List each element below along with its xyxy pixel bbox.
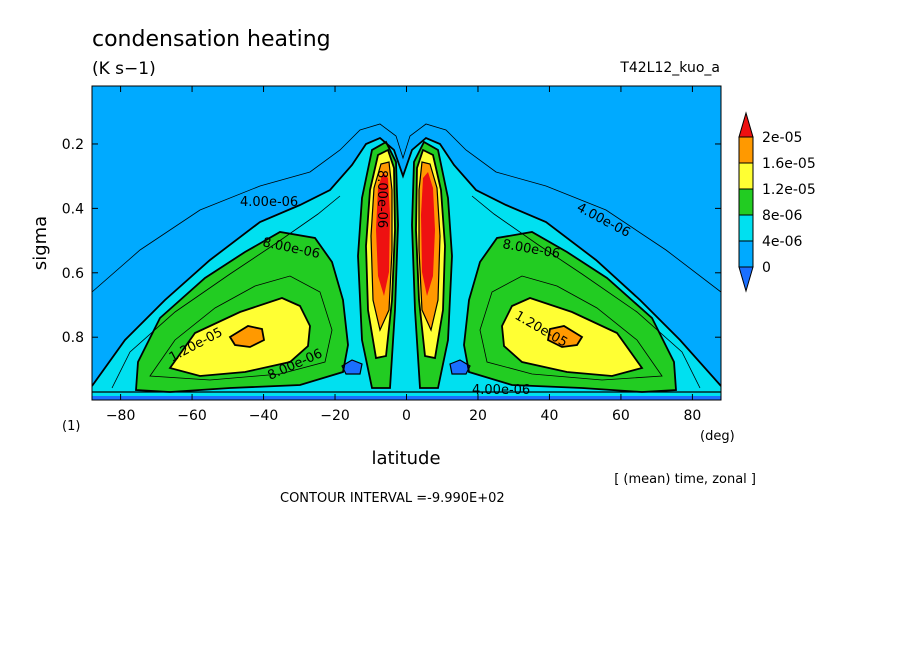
band-over-2e-05-eq-right bbox=[421, 172, 435, 296]
colorbar-segment bbox=[738, 136, 754, 164]
x-tick-label: −60 bbox=[177, 408, 207, 424]
colorbar-segment bbox=[738, 214, 754, 242]
x-tick-label: −40 bbox=[249, 408, 279, 424]
colorbar-label: 4e-06 bbox=[762, 234, 802, 250]
x-tick-label: 20 bbox=[469, 408, 487, 424]
y-tick-label: 0.8 bbox=[62, 330, 84, 346]
contour-label: 4.00e-06 bbox=[472, 383, 530, 398]
colorbar-segment bbox=[738, 240, 754, 268]
colorbar-label: 1.6e-05 bbox=[762, 156, 816, 172]
colorbar-under-arrow bbox=[738, 266, 754, 293]
contour-label: 8.00e-06 bbox=[374, 170, 389, 228]
chart-title: condensation heating bbox=[92, 27, 331, 52]
colorbar-label: 1.2e-05 bbox=[762, 182, 816, 198]
band-1.6e-05-2e-05-left bbox=[230, 326, 264, 347]
contour-interval: CONTOUR INTERVAL =-9.990E+02 bbox=[280, 491, 505, 506]
run-id: T42L12_kuo_a bbox=[619, 60, 720, 76]
colorbar-label: 2e-05 bbox=[762, 130, 802, 146]
y-tick-label: 0.4 bbox=[62, 201, 84, 217]
band-over-2e-05-eq-left bbox=[376, 172, 390, 296]
colorbar-label: 0 bbox=[762, 260, 771, 276]
x-tick-label: 60 bbox=[612, 408, 630, 424]
colorbar-label: 8e-06 bbox=[762, 208, 802, 224]
colorbar-over-arrow bbox=[738, 111, 754, 138]
contour-label: 4.00e-06 bbox=[240, 195, 298, 210]
chart-units: (K s−1) bbox=[92, 59, 156, 79]
x-tick-label: 80 bbox=[683, 408, 701, 424]
x-tick-label: −80 bbox=[106, 408, 136, 424]
colorbar: 2e-05 1.6e-05 1.2e-05 8e-06 4e-06 0 bbox=[738, 111, 816, 293]
y-axis-title: sigma bbox=[30, 216, 51, 270]
axis-ticks: −80 −60 −40 −20 0 20 40 60 80 0.2 0.4 0.6 0.8 bbox=[62, 86, 721, 424]
chart-subtitle: [ (mean) time, zonal ] bbox=[614, 472, 756, 487]
y-tick-label: 0.2 bbox=[62, 137, 84, 153]
x-tick-label: 40 bbox=[541, 408, 559, 424]
plot-area: 4.00e-06 4.00e-06 8.00e-06 8.00e-06 1.20… bbox=[92, 86, 721, 400]
y-tick-label: 0.6 bbox=[62, 266, 84, 282]
x-tick-label: 0 bbox=[402, 408, 411, 424]
colorbar-segment bbox=[738, 188, 754, 216]
x-tick-label: −20 bbox=[320, 408, 350, 424]
band-1.6e-05-2e-05-right bbox=[548, 326, 582, 347]
x-axis-title: latitude bbox=[371, 448, 440, 469]
colorbar-segment bbox=[738, 162, 754, 190]
contour-lines bbox=[92, 123, 721, 393]
x-unit: (deg) bbox=[700, 429, 735, 444]
y-unit: (1) bbox=[62, 419, 80, 434]
